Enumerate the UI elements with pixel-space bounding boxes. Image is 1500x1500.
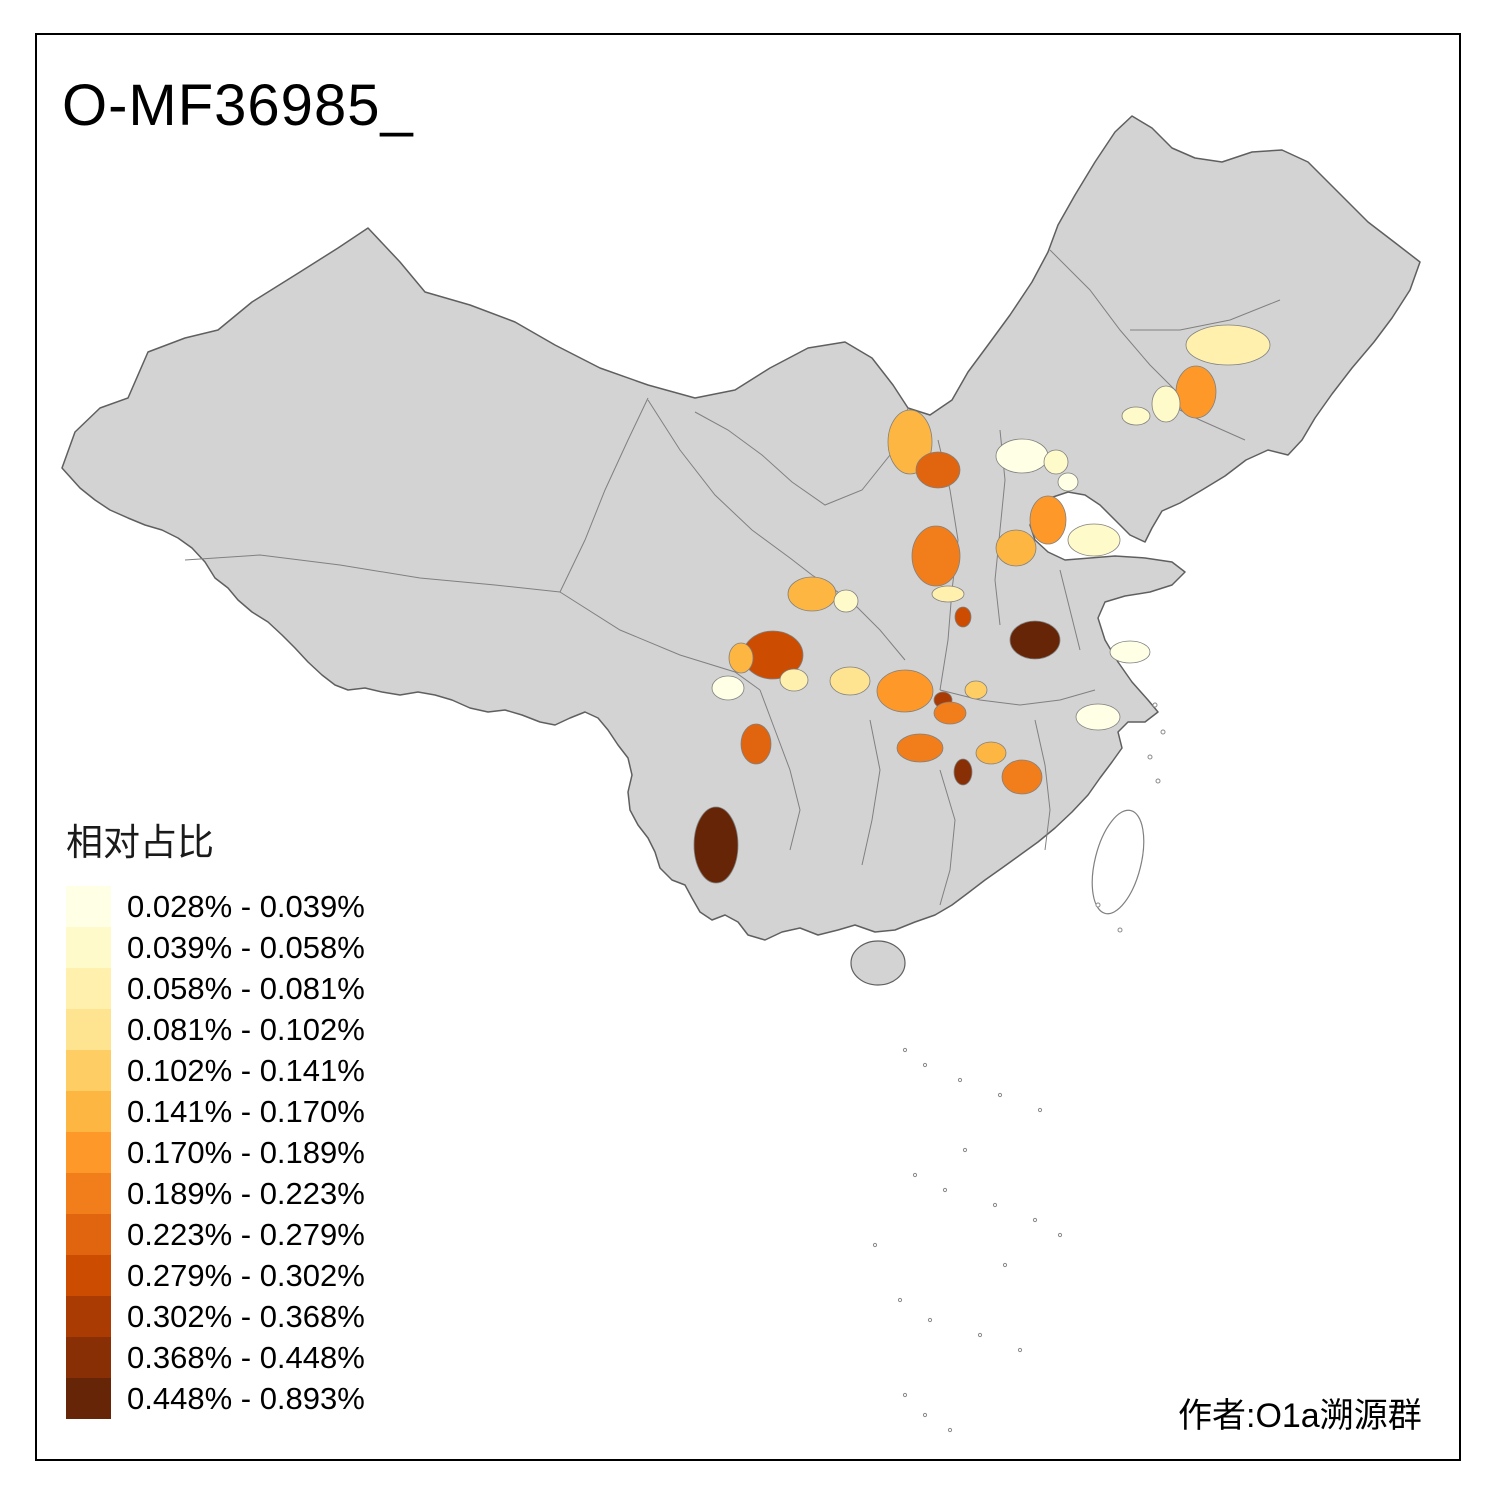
map-region <box>1001 759 1043 795</box>
legend-label: 0.368% - 0.448% <box>127 1339 365 1375</box>
map-region <box>1175 365 1217 419</box>
map-region <box>933 701 967 725</box>
legend-swatch <box>66 968 111 1009</box>
map-region <box>896 733 944 763</box>
legend-entry: 0.279% - 0.302% <box>66 1255 365 1296</box>
map-region <box>1029 495 1067 545</box>
map-region <box>887 409 933 475</box>
legend-label: 0.302% - 0.368% <box>127 1298 365 1334</box>
map-region <box>954 606 972 628</box>
map-region <box>995 438 1049 474</box>
legend-swatch <box>66 1173 111 1214</box>
legend-swatch <box>66 1337 111 1378</box>
legend-entry: 0.102% - 0.141% <box>66 1050 365 1091</box>
china-mainland-outline <box>61 115 1421 941</box>
map-title: O-MF36985_ <box>62 73 414 138</box>
legend-swatch <box>66 1091 111 1132</box>
legend-label: 0.279% - 0.302% <box>127 1257 365 1293</box>
map-region <box>911 525 961 587</box>
map-region <box>1009 620 1061 660</box>
map-region <box>1057 472 1079 492</box>
map-region <box>779 668 809 692</box>
legend-entry: 0.189% - 0.223% <box>66 1173 365 1214</box>
legend-entry: 0.368% - 0.448% <box>66 1337 365 1378</box>
map-region <box>995 529 1037 567</box>
map-region <box>1075 703 1121 731</box>
legend-label: 0.223% - 0.279% <box>127 1216 365 1252</box>
legend-label: 0.058% - 0.081% <box>127 970 365 1006</box>
map-region <box>964 680 988 700</box>
map-region <box>693 806 739 884</box>
hainan-island <box>850 940 906 986</box>
map-region <box>975 741 1007 765</box>
legend-entry: 0.081% - 0.102% <box>66 1009 365 1050</box>
legend-entry: 0.448% - 0.893% <box>66 1378 365 1419</box>
author-credit: 作者:O1a溯源群 <box>1178 1397 1422 1435</box>
legend-swatch <box>66 1009 111 1050</box>
south-china-sea-islands <box>872 1047 1063 1433</box>
legend-swatch <box>66 1296 111 1337</box>
map-region <box>931 585 965 603</box>
map-region <box>915 451 961 489</box>
map-region <box>1121 406 1151 426</box>
map-region <box>1109 640 1151 664</box>
map-region <box>711 675 745 701</box>
legend-entries: 0.028% - 0.039% 0.039% - 0.058% 0.058% - 0… <box>66 886 365 1419</box>
legend-swatch <box>66 1214 111 1255</box>
taiwan-island <box>1091 809 1145 915</box>
map-region <box>833 589 859 613</box>
legend-title: 相对占比 <box>66 822 214 863</box>
coastal-islets <box>1095 702 1166 933</box>
legend: 相对占比 0.028% - 0.039% 0.039% - 0.058% 0.058… <box>66 812 365 1419</box>
legend-label: 0.028% - 0.039% <box>127 888 365 924</box>
legend-entry: 0.223% - 0.279% <box>66 1214 365 1255</box>
map-region <box>876 669 934 713</box>
map-region <box>1043 449 1069 475</box>
legend-entry: 0.058% - 0.081% <box>66 968 365 1009</box>
legend-label: 0.081% - 0.102% <box>127 1011 365 1047</box>
map-region <box>829 666 871 696</box>
legend-swatch <box>66 886 111 927</box>
legend-swatch <box>66 1050 111 1091</box>
map-region <box>953 758 973 786</box>
choropleth-regions <box>693 324 1271 884</box>
legend-label: 0.189% - 0.223% <box>127 1175 365 1211</box>
legend-swatch <box>66 1132 111 1173</box>
map-region <box>728 642 754 674</box>
legend-entry: 0.170% - 0.189% <box>66 1132 365 1173</box>
legend-label: 0.448% - 0.893% <box>127 1380 365 1416</box>
legend-entry: 0.302% - 0.368% <box>66 1296 365 1337</box>
legend-label: 0.170% - 0.189% <box>127 1134 365 1170</box>
legend-entry: 0.141% - 0.170% <box>66 1091 365 1132</box>
legend-entry: 0.028% - 0.039% <box>66 886 365 927</box>
legend-label: 0.141% - 0.170% <box>127 1093 365 1129</box>
legend-label: 0.039% - 0.058% <box>127 929 365 965</box>
legend-swatch <box>66 1255 111 1296</box>
legend-label: 0.102% - 0.141% <box>127 1052 365 1088</box>
legend-swatch <box>66 927 111 968</box>
legend-swatch <box>66 1378 111 1419</box>
map-region <box>1067 523 1121 557</box>
map-region <box>1185 324 1271 366</box>
map-region <box>787 576 837 612</box>
map-region <box>740 723 772 765</box>
map-region <box>1151 385 1181 423</box>
legend-entry: 0.039% - 0.058% <box>66 927 365 968</box>
